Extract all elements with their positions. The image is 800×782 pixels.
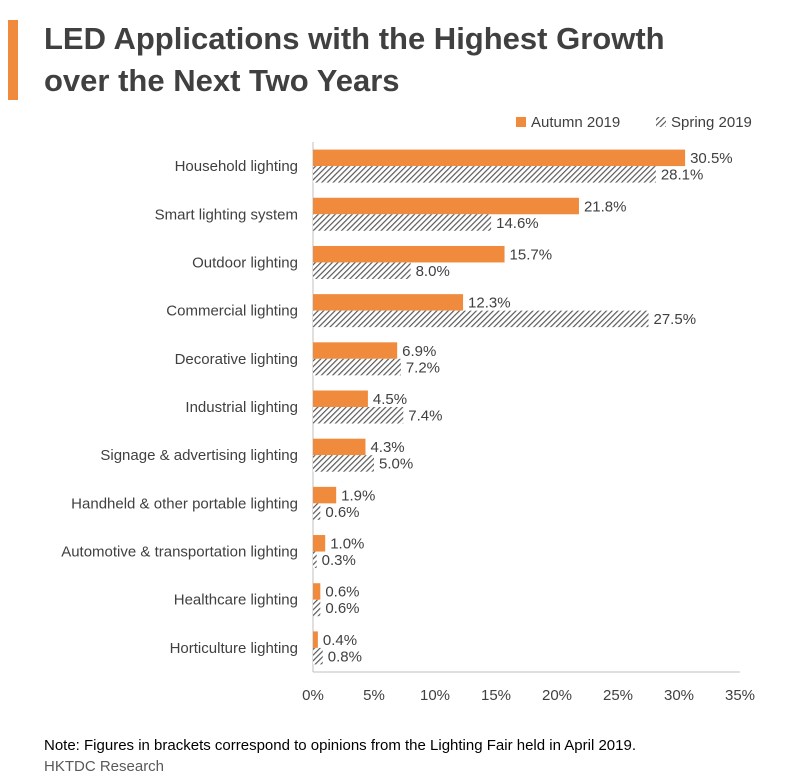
x-tick-label: 35%: [725, 687, 755, 704]
autumn-2019-data-label: 21.8%: [584, 198, 627, 215]
spring-2019-bar: [313, 407, 404, 424]
x-tick-label: 0%: [302, 687, 324, 704]
spring-2019-bar: [313, 262, 411, 279]
x-tick-label: 15%: [481, 687, 511, 704]
autumn-2019-data-label: 0.6%: [325, 584, 359, 601]
autumn-2019-bar: [313, 294, 464, 311]
autumn-2019-bar: [313, 631, 318, 648]
autumn-2019-bar: [313, 535, 326, 552]
autumn-2019-data-label: 30.5%: [690, 150, 733, 167]
spring-2019-bar: [313, 455, 374, 472]
category-label: Industrial lighting: [185, 399, 298, 416]
spring-2019-bar: [313, 214, 492, 231]
category-label: Decorative lighting: [175, 351, 298, 368]
autumn-2019-bar: [313, 438, 366, 456]
spring-2019-data-label: 0.6%: [325, 600, 359, 617]
autumn-2019-data-label: 4.3%: [370, 439, 404, 456]
autumn-2019-bar: [313, 197, 579, 215]
x-tick-label: 5%: [363, 687, 385, 704]
autumn-2019-data-label: 4.5%: [373, 391, 407, 408]
chart-source: HKTDC Research: [44, 758, 165, 775]
chart-note: Note: Figures in brackets correspond to …: [44, 737, 636, 754]
autumn-2019-bar: [313, 149, 686, 167]
x-tick-label: 10%: [420, 687, 450, 704]
spring-2019-data-label: 0.8%: [328, 648, 362, 665]
spring-2019-bar: [313, 503, 321, 520]
category-label: Horticulture lighting: [170, 640, 298, 657]
chart-title: LED Applications with the Highest Growth…: [44, 18, 784, 102]
x-tick-label: 20%: [542, 687, 572, 704]
x-tick-label: 30%: [664, 687, 694, 704]
category-label: Signage & advertising lighting: [100, 447, 298, 464]
autumn-2019-bar: [313, 245, 505, 263]
autumn-2019-data-label: 0.4%: [323, 632, 357, 649]
spring-2019-data-label: 27.5%: [654, 311, 697, 328]
autumn-2019-data-label: 15.7%: [510, 246, 553, 263]
spring-2019-data-label: 7.2%: [406, 359, 440, 376]
spring-2019-data-label: 7.4%: [408, 408, 442, 425]
legend-swatch-autumn-2019: [516, 117, 526, 127]
spring-2019-bar: [313, 551, 317, 569]
legend-label-spring-2019: Spring 2019: [671, 114, 752, 131]
legend-label-autumn-2019: Autumn 2019: [531, 114, 620, 131]
spring-2019-data-label: 28.1%: [661, 167, 704, 184]
chart-title-line-2: over the Next Two Years: [44, 63, 400, 98]
spring-2019-bar: [313, 647, 323, 665]
spring-2019-bar: [313, 310, 649, 328]
category-label: Healthcare lighting: [174, 592, 298, 609]
chart-title-line-1: LED Applications with the Highest Growth: [44, 21, 665, 56]
category-label: Household lighting: [175, 158, 298, 175]
autumn-2019-data-label: 12.3%: [468, 295, 511, 312]
spring-2019-data-label: 0.3%: [322, 552, 356, 569]
category-label: Commercial lighting: [166, 303, 298, 320]
legend-swatch-spring-2019: [656, 117, 666, 127]
category-label: Handheld & other portable lighting: [71, 495, 298, 512]
spring-2019-bar: [313, 599, 321, 617]
spring-2019-data-label: 8.0%: [416, 263, 450, 280]
autumn-2019-data-label: 1.9%: [341, 487, 375, 504]
category-label: Outdoor lighting: [192, 254, 298, 271]
autumn-2019-bar: [313, 583, 321, 600]
spring-2019-data-label: 5.0%: [379, 456, 413, 473]
autumn-2019-bar: [313, 342, 398, 359]
title-accent-bar: [8, 20, 18, 100]
category-label: Automotive & transportation lighting: [61, 544, 298, 561]
autumn-2019-bar: [313, 390, 368, 407]
spring-2019-data-label: 14.6%: [496, 215, 539, 232]
category-label: Smart lighting system: [155, 206, 298, 223]
autumn-2019-data-label: 1.0%: [330, 536, 364, 553]
x-tick-label: 25%: [603, 687, 633, 704]
autumn-2019-bar: [313, 486, 337, 504]
spring-2019-bar: [313, 166, 656, 183]
spring-2019-data-label: 0.6%: [325, 504, 359, 521]
autumn-2019-data-label: 6.9%: [402, 343, 436, 360]
spring-2019-bar: [313, 358, 401, 376]
